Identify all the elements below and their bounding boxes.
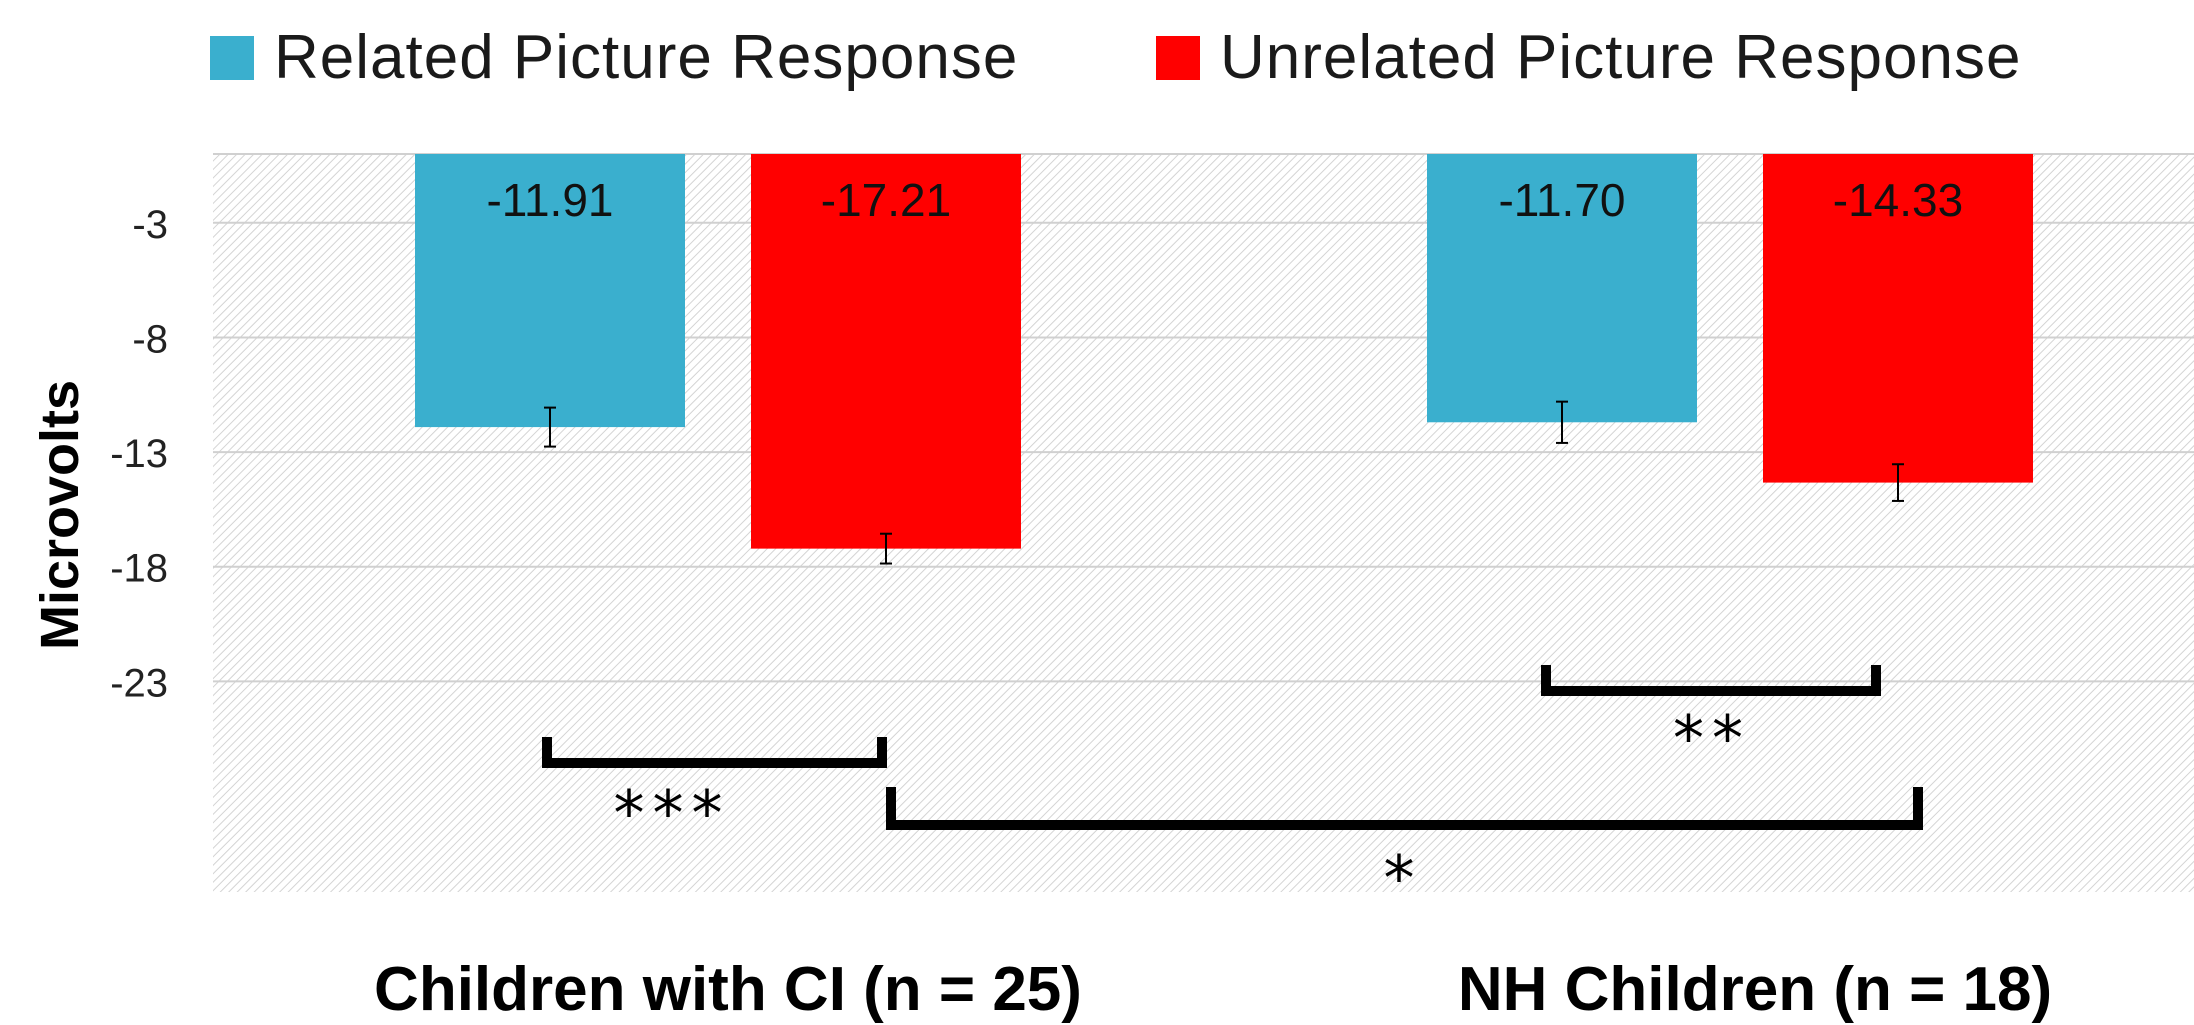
x-category-label-children-with-ci-n-25: Children with CI (n = 25) [374, 955, 1082, 1024]
bar-unrelated-picture-response-children-with-ci-n-25 [751, 154, 1021, 549]
y-tick-label: -8 [132, 317, 168, 361]
y-tick-label: -23 [110, 661, 168, 705]
significance-label-between: * [1384, 842, 1423, 915]
bars [415, 154, 2033, 549]
y-tick-label: -18 [110, 547, 168, 591]
significance-label-ci: *** [614, 777, 731, 850]
legend-swatch-unrelated [1156, 35, 1200, 80]
legend-label-related: Related Picture Response [274, 23, 1019, 92]
legend-swatch-related [210, 35, 254, 80]
y-tick-label: -13 [110, 432, 168, 476]
value-label: -17.21 [821, 174, 951, 226]
bar-unrelated-picture-response-nh-children-n-18 [1763, 154, 2033, 483]
y-tick-label: -3 [132, 203, 168, 247]
value-label: -11.91 [486, 174, 613, 226]
y-axis-label: Microvolts [30, 380, 90, 650]
x-axis-categories: Children with CI (n = 25) NH Children (n … [374, 955, 2052, 1024]
legend-item-unrelated: Unrelated Picture Response [1156, 22, 2021, 93]
bracket-ci [542, 737, 887, 768]
y-axis-ticks: -3 -8 -13 -18 -23 [110, 203, 168, 706]
bracket-nh [1541, 665, 1881, 696]
error-bars [544, 400, 1904, 565]
x-category-label-nh-children-n-18: NH Children (n = 18) [1458, 955, 2052, 1024]
legend-item-related: Related Picture Response [210, 22, 1018, 93]
bracket-between-groups [886, 787, 1923, 830]
legend-label-unrelated: Unrelated Picture Response [1220, 23, 2022, 92]
value-labels: -11.91 -17.21 -11.70 -14.33 [486, 174, 1963, 226]
significance-brackets: ****** [542, 665, 1923, 915]
bar-related-picture-response-children-with-ci-n-25 [415, 154, 685, 428]
value-label: -11.70 [1498, 174, 1625, 226]
significance-label-nh: ** [1673, 702, 1751, 775]
bar-related-picture-response-nh-children-n-18 [1427, 154, 1697, 423]
value-label: -14.33 [1833, 174, 1963, 226]
